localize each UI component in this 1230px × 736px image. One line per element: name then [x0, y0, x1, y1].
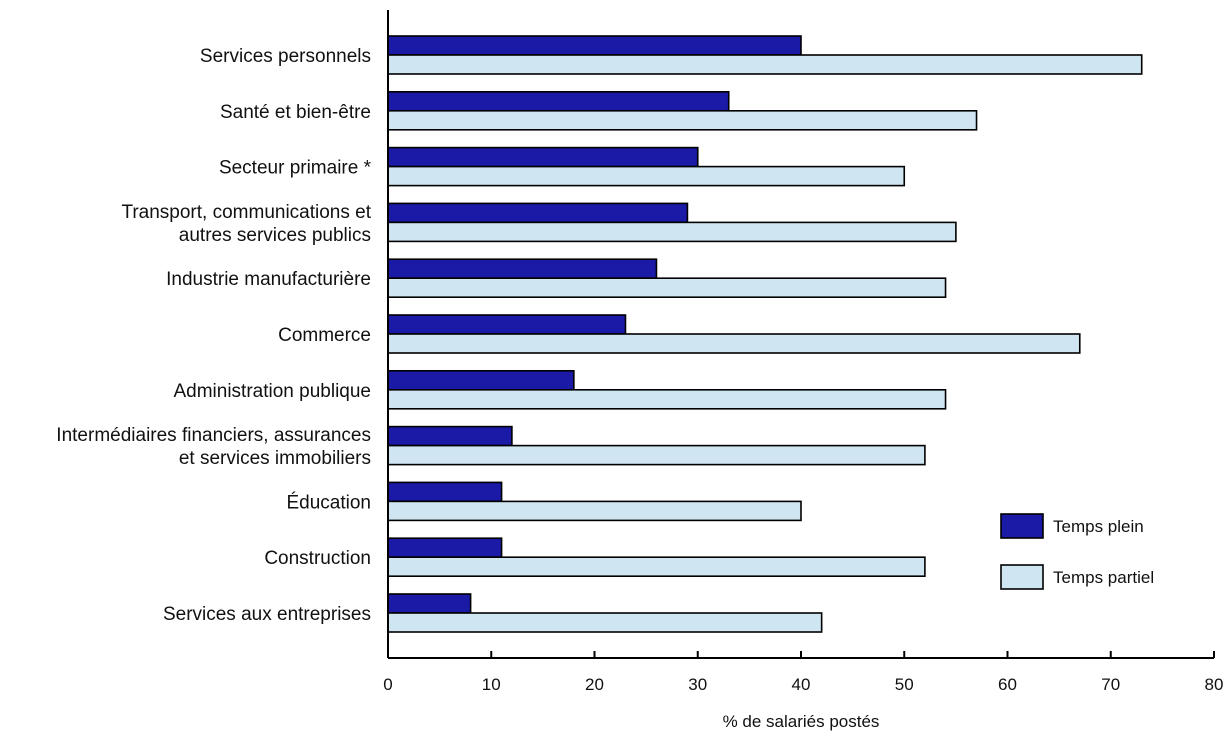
bar-temps-plein [387, 314, 627, 335]
bar-temps-partiel [387, 444, 926, 466]
category-label-line: Secteur primaire * [219, 158, 372, 179]
legend-label-temps-partiel: Temps partiel [1053, 568, 1154, 587]
bars-group [387, 35, 1143, 633]
x-tick-label: 40 [792, 675, 811, 694]
bar-temps-partiel [387, 500, 802, 522]
bar-temps-plein [387, 258, 658, 280]
bar-temps-plein [387, 91, 730, 112]
category-label-line: Commerce [278, 325, 371, 346]
category-label: Administration publique [173, 381, 371, 402]
category-label: Secteur primaire * [219, 158, 372, 179]
x-tick-label: 10 [482, 675, 501, 694]
bar-temps-plein [387, 425, 513, 447]
legend: Temps plein Temps partiel [1000, 513, 1154, 590]
x-tick-label: 80 [1205, 675, 1224, 694]
x-tick-label: 50 [895, 675, 914, 694]
bar-temps-partiel [387, 556, 926, 578]
category-label-line: Éducation [286, 492, 371, 513]
category-label: Commerce [278, 325, 371, 346]
bar-temps-plein [387, 537, 503, 559]
bar-temps-partiel [387, 54, 1143, 75]
category-label-line: autres services publics [179, 225, 371, 246]
bar-temps-plein [387, 593, 472, 614]
legend-swatch-temps-plein [1000, 513, 1044, 539]
category-label: Services aux entreprises [163, 604, 371, 625]
bar-temps-plein [387, 35, 802, 56]
x-tick-label: 30 [688, 675, 707, 694]
x-tick-label: 70 [1101, 675, 1120, 694]
category-label: Construction [264, 548, 371, 569]
bar-temps-partiel [387, 612, 823, 633]
category-label-line: Intermédiaires financiers, assurances [56, 425, 371, 446]
category-label-line: Construction [264, 548, 371, 569]
category-labels: Services personnels Santé et bien-être Sec… [56, 46, 371, 625]
x-tick-label: 0 [383, 675, 392, 694]
bar-temps-partiel [387, 221, 957, 243]
bar-temps-plein [387, 369, 575, 391]
x-axis: 0 10 20 30 40 50 60 70 80 [383, 10, 1223, 694]
bar-temps-partiel [387, 388, 947, 410]
category-label: Services personnels [200, 46, 371, 67]
legend-label-temps-plein: Temps plein [1053, 517, 1144, 536]
bar-temps-partiel [387, 110, 978, 131]
bar-temps-plein [387, 481, 503, 503]
category-label-line: Services personnels [200, 46, 371, 67]
category-label-line: Administration publique [173, 381, 371, 402]
category-label: Éducation [286, 492, 371, 513]
category-label: Intermédiaires financiers, assurances et … [56, 425, 371, 469]
bar-temps-plein [387, 146, 699, 168]
x-tick-label: 20 [585, 675, 604, 694]
category-label-line: Industrie manufacturière [166, 269, 371, 290]
x-tick-label: 60 [998, 675, 1017, 694]
bar-temps-plein [387, 202, 689, 224]
bar-temps-partiel [387, 333, 1081, 354]
legend-swatch-temps-partiel [1000, 564, 1044, 590]
category-label-line: Transport, communications et [121, 202, 371, 223]
category-label: Santé et bien-être [220, 102, 371, 123]
category-label-line: et services immobiliers [179, 448, 371, 469]
bar-temps-partiel [387, 165, 906, 187]
category-label-line: Services aux entreprises [163, 604, 371, 625]
x-axis-title: % de salariés postés [723, 712, 880, 731]
category-label-line: Santé et bien-être [220, 102, 371, 123]
category-label: Transport, communications et autres servi… [121, 202, 371, 246]
category-label: Industrie manufacturière [166, 269, 371, 290]
bar-temps-partiel [387, 277, 947, 299]
